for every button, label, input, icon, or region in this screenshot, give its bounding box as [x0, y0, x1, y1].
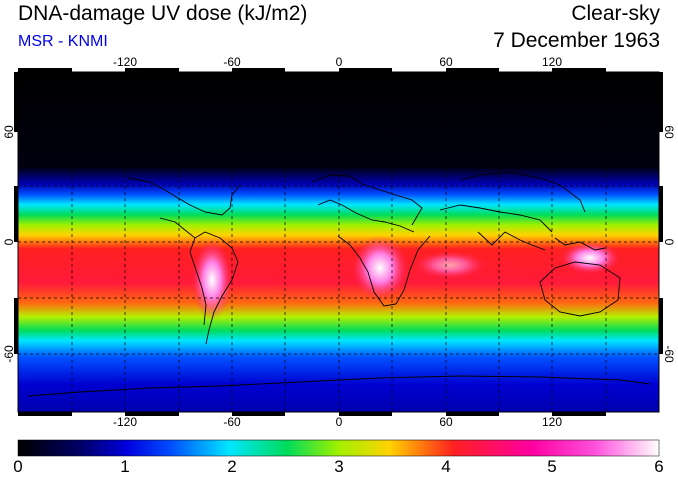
- colorbar: [17, 439, 660, 457]
- colorbar-label: 6: [654, 457, 664, 476]
- colorbar-label: 4: [441, 457, 451, 476]
- lon-tick-bottom: 120: [541, 415, 563, 429]
- lat-tick-right: 0: [662, 238, 676, 246]
- colorbar-label: 2: [227, 457, 237, 476]
- lat-tick-left: 60: [2, 125, 16, 139]
- lat-tick-left: 0: [2, 238, 16, 246]
- map-title: DNA-damage UV dose (kJ/m2): [18, 2, 308, 25]
- colorbar-label: 0: [13, 457, 23, 476]
- sky-condition: Clear-sky: [571, 2, 660, 25]
- hotspot-africa: [352, 236, 408, 300]
- lon-tick-top: -120: [112, 55, 138, 69]
- hotspot-australia: [560, 242, 620, 274]
- graticule: [18, 72, 659, 412]
- lon-tick-top: 120: [541, 55, 563, 69]
- lon-tick-top: 60: [439, 55, 453, 69]
- colorbar-label: 1: [120, 457, 130, 476]
- lat-tick-right: -60: [662, 345, 676, 363]
- frame-ticks: [14, 68, 663, 416]
- hotspot-south-america: [192, 240, 232, 320]
- lon-tick-top: -60: [223, 55, 241, 69]
- colorbar-label: 3: [334, 457, 344, 476]
- lon-tick-bottom: -120: [112, 415, 138, 429]
- colorbar-label: 5: [547, 457, 557, 476]
- lat-tick-left: -60: [2, 345, 16, 363]
- hotspot-indian-ocean: [414, 251, 486, 279]
- map-date: 7 December 1963: [493, 29, 660, 52]
- lon-tick-top: 0: [335, 55, 343, 69]
- lon-tick-bottom: 60: [439, 415, 453, 429]
- lon-tick-bottom: 0: [335, 415, 343, 429]
- lat-tick-right: 60: [662, 125, 676, 139]
- lon-tick-bottom: -60: [223, 415, 241, 429]
- source-label: MSR - KNMI: [18, 33, 108, 50]
